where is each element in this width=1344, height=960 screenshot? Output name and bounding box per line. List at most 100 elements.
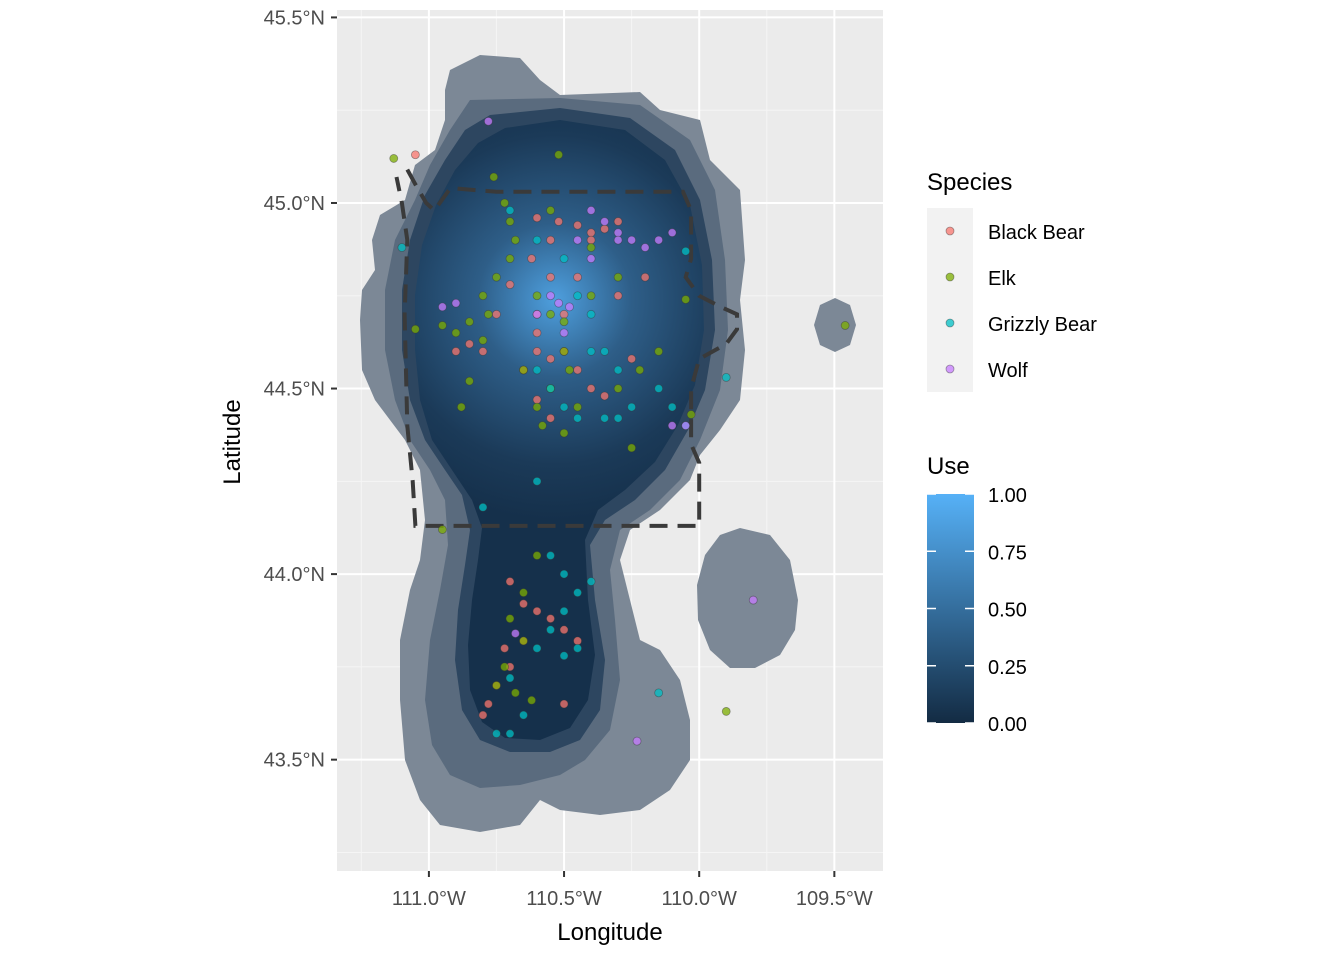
data-point: [554, 298, 564, 308]
data-point: [654, 384, 664, 393]
x-axis: 111.0°W 110.5°W 110.0°W 109.5°W: [392, 871, 873, 910]
data-point: [505, 614, 515, 624]
density-surface: [360, 55, 856, 832]
data-point: [565, 365, 574, 375]
data-point: [546, 625, 555, 635]
data-point: [492, 309, 501, 319]
data-point: [519, 588, 528, 598]
x-tick-label: 111.0°W: [392, 888, 466, 910]
data-point: [748, 595, 758, 605]
x-axis-title: Longitude: [557, 919, 662, 946]
data-point: [532, 643, 542, 653]
data-point: [519, 599, 528, 609]
data-point: [438, 321, 447, 330]
data-point: [546, 206, 555, 215]
data-point: [505, 729, 515, 739]
data-point: [586, 228, 596, 238]
data-point: [627, 235, 637, 245]
data-point: [451, 347, 461, 356]
data-point: [586, 235, 596, 245]
data-point: [721, 707, 731, 716]
x-tick-label: 110.5°W: [526, 888, 602, 910]
data-point: [505, 673, 515, 683]
data-point: [559, 606, 569, 616]
data-point: [559, 402, 569, 412]
data-point: [483, 116, 493, 126]
data-point: [465, 376, 474, 386]
legend-key-point: [945, 318, 955, 328]
data-point: [500, 198, 509, 208]
density-halo-east: [697, 528, 798, 668]
data-point: [456, 402, 466, 412]
observation-points: [389, 116, 850, 746]
data-point: [559, 309, 569, 319]
data-point: [519, 710, 528, 720]
data-point: [465, 339, 474, 349]
data-point: [613, 384, 623, 393]
data-point: [600, 224, 609, 234]
data-point: [532, 213, 542, 223]
data-point: [559, 569, 569, 579]
data-point: [478, 710, 488, 720]
data-point: [573, 365, 582, 375]
data-point: [527, 695, 537, 705]
data-point: [532, 476, 542, 486]
colorbar-label: 1.00: [988, 485, 1027, 507]
data-point: [686, 410, 696, 419]
data-point: [532, 402, 542, 412]
y-tick-label: 43.5°N: [264, 750, 325, 772]
data-point: [586, 577, 596, 586]
data-point: [559, 625, 569, 635]
data-point: [410, 324, 420, 334]
data-point: [613, 228, 623, 238]
data-point: [559, 699, 569, 709]
data-point: [438, 302, 447, 312]
data-point: [667, 402, 677, 412]
data-point: [532, 328, 542, 338]
data-point: [635, 365, 645, 375]
data-point: [654, 347, 664, 356]
legend-key-point: [945, 226, 955, 236]
data-point: [532, 347, 542, 356]
data-point: [681, 246, 691, 256]
data-point: [492, 272, 501, 282]
data-point: [546, 384, 555, 393]
legend-label: Elk: [988, 268, 1017, 290]
data-point: [586, 384, 596, 393]
data-point: [532, 606, 542, 616]
data-point: [532, 365, 542, 375]
data-point: [532, 551, 542, 560]
data-point: [573, 272, 582, 282]
data-point: [573, 220, 582, 230]
data-point: [500, 643, 509, 653]
density-halo-far-east: [814, 298, 856, 352]
data-point: [397, 243, 407, 252]
data-point: [667, 421, 677, 431]
data-point: [478, 502, 488, 512]
data-point: [478, 347, 488, 356]
species-legend-title: Species: [927, 169, 1012, 196]
data-point: [510, 235, 520, 245]
data-point: [389, 154, 399, 163]
data-point: [546, 309, 555, 319]
data-point: [573, 413, 582, 423]
data-point: [573, 643, 582, 653]
data-point: [667, 228, 677, 238]
data-point: [640, 272, 650, 282]
y-tick-label: 44.5°N: [264, 379, 325, 401]
y-axis-title: Latitude: [219, 399, 246, 484]
data-point: [527, 254, 537, 264]
data-point: [559, 328, 569, 338]
series-elk: [389, 150, 850, 716]
data-point: [478, 291, 488, 301]
y-tick-label: 45.5°N: [264, 7, 325, 29]
data-point: [519, 365, 528, 375]
data-point: [559, 254, 569, 264]
data-point: [640, 243, 650, 252]
data-point: [438, 525, 447, 534]
y-axis: 43.5°N 44.0°N 44.5°N 45.0°N 45.5°N: [264, 7, 337, 772]
density-core: [415, 120, 704, 740]
data-point: [554, 217, 564, 226]
data-point: [559, 428, 569, 438]
data-point: [627, 354, 637, 364]
